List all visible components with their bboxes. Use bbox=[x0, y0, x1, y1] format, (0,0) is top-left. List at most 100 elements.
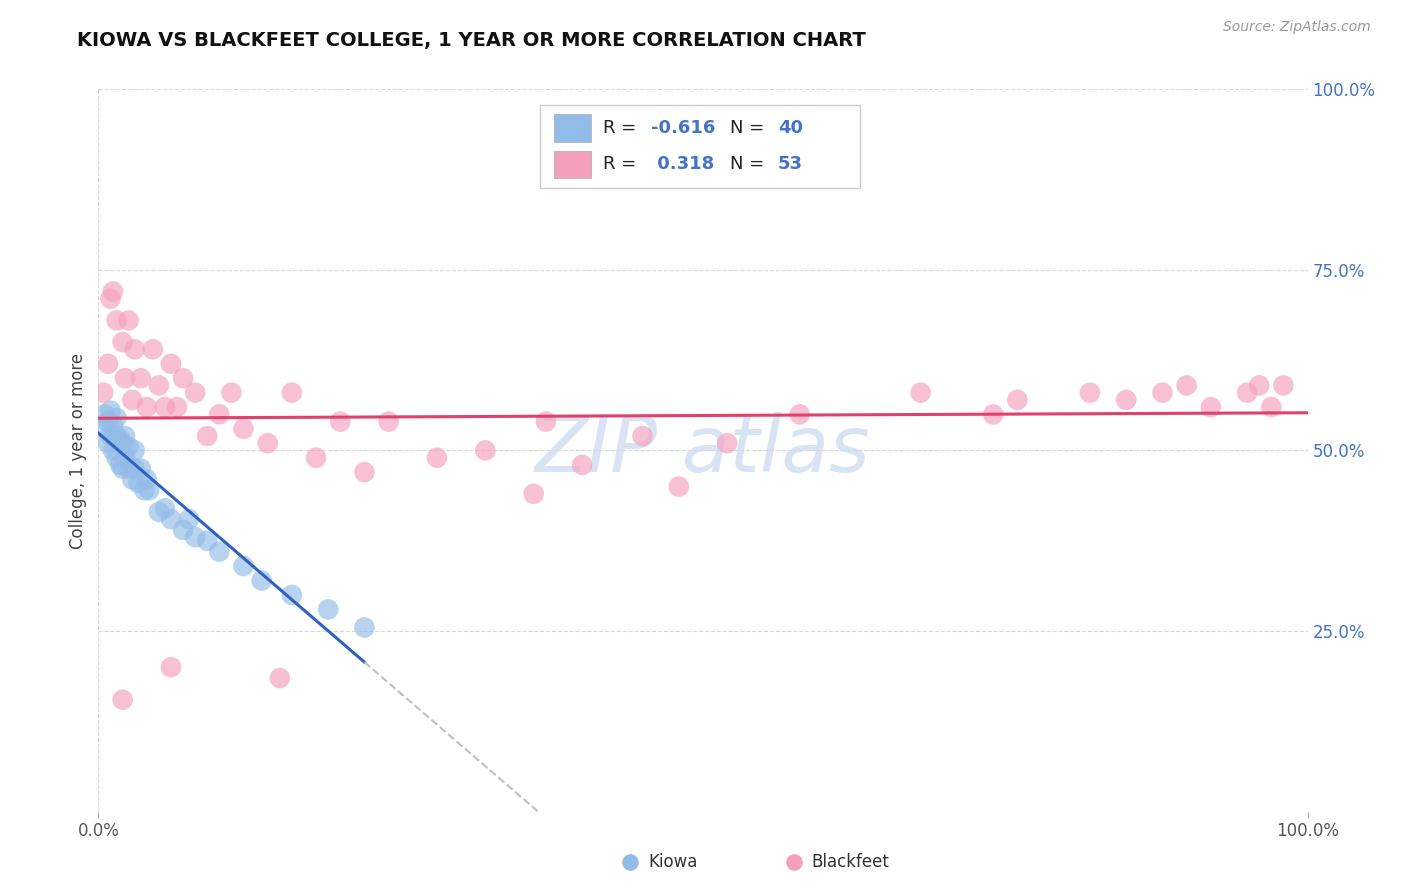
Point bbox=[668, 480, 690, 494]
Point bbox=[256, 436, 278, 450]
Text: 40: 40 bbox=[778, 120, 803, 137]
Point bbox=[129, 371, 152, 385]
Point bbox=[281, 385, 304, 400]
Text: N =: N = bbox=[730, 120, 769, 137]
Text: KIOWA VS BLACKFEET COLLEGE, 1 YEAR OR MORE CORRELATION CHART: KIOWA VS BLACKFEET COLLEGE, 1 YEAR OR MO… bbox=[77, 31, 866, 50]
Point bbox=[232, 559, 254, 574]
Point bbox=[114, 371, 136, 385]
Point bbox=[619, 855, 641, 870]
Point bbox=[184, 530, 207, 544]
Point bbox=[111, 436, 134, 450]
Point bbox=[91, 385, 114, 400]
Point bbox=[93, 407, 115, 421]
Point bbox=[1007, 392, 1029, 407]
Point bbox=[195, 429, 218, 443]
Point bbox=[221, 385, 243, 400]
Point bbox=[377, 415, 399, 429]
Point bbox=[208, 544, 231, 558]
Point bbox=[108, 433, 131, 447]
FancyBboxPatch shape bbox=[554, 114, 591, 142]
Point bbox=[208, 407, 231, 421]
Point bbox=[1175, 378, 1198, 392]
Point bbox=[105, 450, 128, 465]
Point bbox=[716, 436, 738, 450]
Point bbox=[121, 392, 143, 407]
Text: 53: 53 bbox=[778, 155, 803, 173]
Point bbox=[105, 411, 128, 425]
Point bbox=[160, 512, 183, 526]
Point bbox=[195, 533, 218, 548]
Point bbox=[121, 472, 143, 486]
Point bbox=[910, 385, 932, 400]
Point bbox=[97, 415, 120, 429]
Point bbox=[166, 400, 188, 414]
FancyBboxPatch shape bbox=[540, 105, 860, 188]
Point bbox=[426, 450, 449, 465]
FancyBboxPatch shape bbox=[554, 151, 591, 178]
Point bbox=[100, 403, 122, 417]
Point bbox=[108, 458, 131, 472]
Point bbox=[305, 450, 328, 465]
Point bbox=[142, 343, 165, 357]
Point bbox=[101, 443, 124, 458]
Point bbox=[148, 378, 170, 392]
Point bbox=[135, 400, 157, 414]
Point bbox=[118, 461, 141, 475]
Point bbox=[179, 512, 201, 526]
Point bbox=[789, 407, 811, 421]
Point bbox=[97, 357, 120, 371]
Point bbox=[111, 692, 134, 706]
Point bbox=[100, 292, 122, 306]
Point bbox=[118, 440, 141, 454]
Point bbox=[172, 523, 194, 537]
Point bbox=[523, 487, 546, 501]
Point bbox=[114, 429, 136, 443]
Point bbox=[1236, 385, 1258, 400]
Point bbox=[124, 343, 146, 357]
Text: Kiowa: Kiowa bbox=[648, 854, 697, 871]
Point bbox=[148, 505, 170, 519]
Point bbox=[160, 660, 183, 674]
Point bbox=[97, 436, 120, 450]
Point bbox=[474, 443, 496, 458]
Point bbox=[353, 620, 375, 634]
Text: -0.616: -0.616 bbox=[651, 120, 716, 137]
Point bbox=[134, 483, 156, 498]
Text: Source: ZipAtlas.com: Source: ZipAtlas.com bbox=[1223, 20, 1371, 34]
Point bbox=[129, 461, 152, 475]
Point bbox=[1199, 400, 1222, 414]
Point bbox=[1078, 385, 1101, 400]
Point bbox=[534, 415, 557, 429]
Point bbox=[111, 461, 134, 475]
Point bbox=[172, 371, 194, 385]
Point bbox=[329, 415, 352, 429]
Point bbox=[153, 400, 176, 414]
Point bbox=[1115, 392, 1137, 407]
Point bbox=[101, 418, 124, 433]
Point bbox=[160, 357, 183, 371]
Text: R =: R = bbox=[603, 155, 641, 173]
Point bbox=[138, 483, 160, 498]
Text: 0.318: 0.318 bbox=[651, 155, 714, 173]
Text: Blackfeet: Blackfeet bbox=[811, 854, 890, 871]
Point bbox=[281, 588, 304, 602]
Point bbox=[118, 313, 141, 327]
Point bbox=[981, 407, 1004, 421]
Point bbox=[250, 574, 273, 588]
Point bbox=[631, 429, 654, 443]
Point bbox=[105, 429, 128, 443]
Point bbox=[153, 501, 176, 516]
Point bbox=[184, 385, 207, 400]
Point bbox=[124, 461, 146, 475]
Text: ZIP atlas: ZIP atlas bbox=[536, 412, 870, 489]
Point bbox=[114, 450, 136, 465]
Point bbox=[353, 465, 375, 479]
Point bbox=[232, 422, 254, 436]
Point bbox=[1152, 385, 1174, 400]
Point bbox=[93, 422, 115, 436]
Point bbox=[1249, 378, 1271, 392]
Y-axis label: College, 1 year or more: College, 1 year or more bbox=[69, 352, 87, 549]
Text: R =: R = bbox=[603, 120, 641, 137]
Point bbox=[105, 313, 128, 327]
Point bbox=[316, 602, 339, 616]
